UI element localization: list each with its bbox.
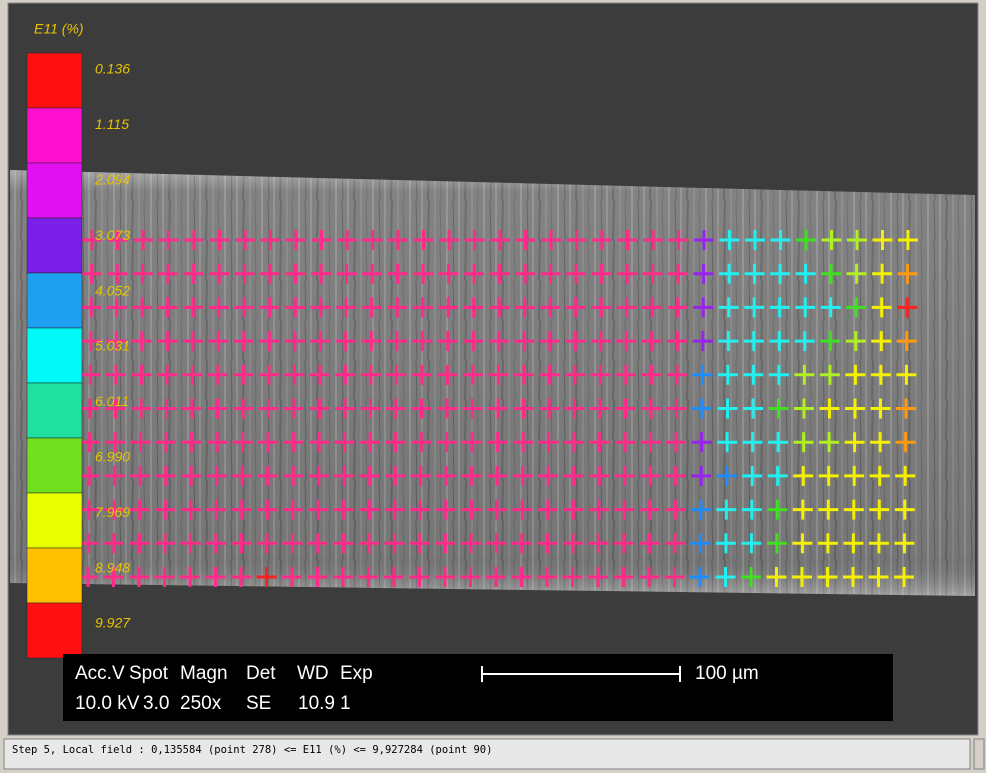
legend-band	[27, 218, 82, 273]
info-value: 3.0	[143, 693, 169, 714]
scroll-grip[interactable]	[974, 739, 984, 769]
legend-label: 4.052	[95, 282, 130, 298]
legend: E11 (%) 0.136 1.115 2.094 3.073 4.052 5.031 6.…	[27, 21, 131, 658]
legend-label: 2.094	[94, 172, 130, 188]
status-text: Step 5, Local field : 0,135584 (point 27…	[12, 744, 492, 756]
info-header: Acc.V	[75, 663, 125, 684]
legend-label: 5.031	[95, 338, 130, 354]
legend-label: 6.990	[95, 449, 130, 465]
legend-band	[27, 603, 82, 658]
info-value: 1	[340, 693, 351, 714]
info-header: Det	[246, 663, 276, 684]
info-header: WD	[297, 663, 329, 684]
legend-label: 6.011	[95, 393, 129, 409]
legend-band	[27, 53, 82, 108]
legend-band	[27, 108, 82, 163]
legend-band	[27, 163, 82, 218]
legend-band	[27, 438, 82, 493]
info-header: Magn	[180, 663, 228, 684]
info-value: 250x	[180, 693, 222, 714]
info-value: 10.9	[298, 693, 335, 714]
legend-band	[27, 383, 82, 438]
legend-label: 3.073	[95, 227, 130, 243]
legend-band	[27, 493, 82, 548]
legend-band	[27, 273, 82, 328]
legend-band	[27, 328, 82, 383]
legend-title: E11 (%)	[34, 21, 84, 37]
legend-label: 0.136	[95, 61, 130, 77]
info-value: SE	[246, 693, 271, 714]
info-value: 10.0 kV	[75, 693, 140, 714]
info-header: Exp	[340, 663, 373, 684]
info-header: Spot	[129, 663, 169, 684]
legend-label: 9.927	[95, 615, 131, 631]
legend-label: 7.969	[95, 504, 130, 520]
legend-label: 1.115	[95, 116, 129, 132]
legend-label: 8.948	[95, 559, 130, 575]
scale-label: 100 µm	[695, 663, 759, 684]
legend-band	[27, 548, 82, 603]
